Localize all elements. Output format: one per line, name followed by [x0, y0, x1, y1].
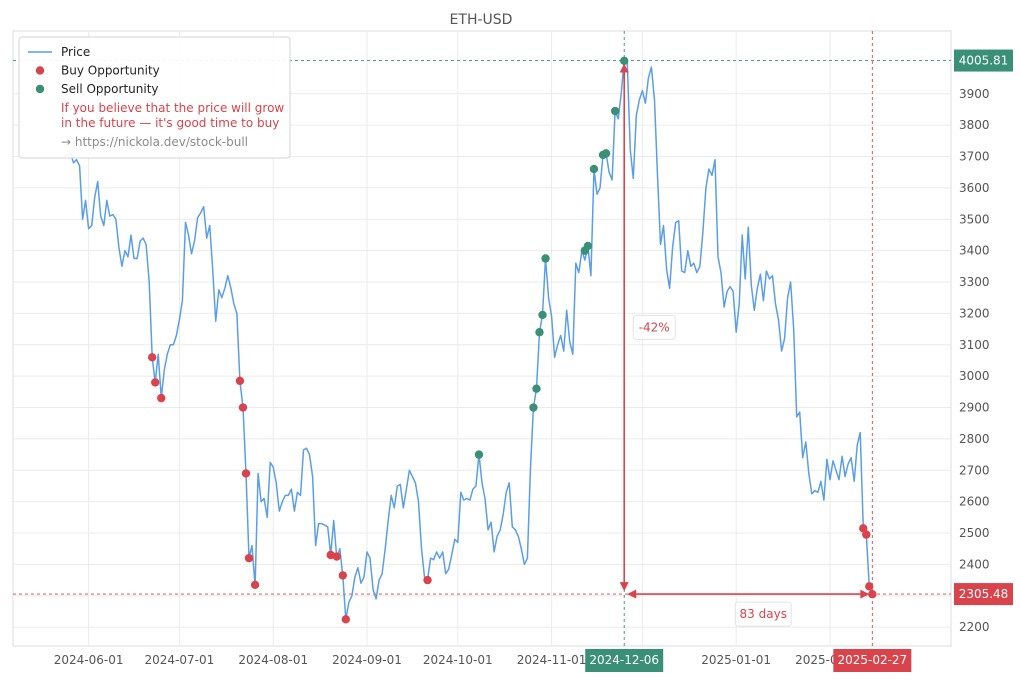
buy-marker — [338, 571, 348, 580]
y-tick-label: 3000 — [959, 369, 990, 383]
buy-marker — [238, 403, 248, 412]
x-tick-label: 2024-10-01 — [423, 653, 493, 667]
y-tick-label: 3800 — [959, 118, 990, 132]
buy-marker — [250, 580, 260, 590]
sell-marker — [610, 106, 620, 116]
y-tick-label: 2600 — [959, 495, 990, 509]
annotation-layer: -42% 83 days 4005.81 2305.48 2024-12-06 2025-… — [585, 49, 1013, 672]
price-line — [64, 60, 874, 621]
x-axis-ticks: 2024-06-01 2024-07-01 2024-08-01 2024-09-01… — [54, 653, 865, 667]
legend-link[interactable]: → https://nickola.dev/stock-bull — [61, 135, 248, 149]
max-date-badge-label: 2024-12-06 — [589, 653, 659, 667]
y-tick-label: 3100 — [959, 338, 990, 352]
y-tick-label: 3500 — [959, 212, 990, 226]
legend-entry-label: Price — [61, 45, 90, 59]
buy-marker — [147, 353, 157, 362]
drop-percent-label: -42% — [639, 320, 670, 334]
buy-marker — [151, 378, 160, 387]
days-box — [734, 601, 792, 627]
drop-percent-box — [632, 314, 676, 340]
y-tick-label: 3200 — [959, 306, 990, 320]
marker-layer — [147, 56, 877, 624]
chart-title: ETH-USD — [450, 12, 513, 28]
buy-marker — [868, 590, 877, 599]
y-tick-label: 2900 — [959, 401, 990, 415]
min-date-badge-label: 2025-02-27 — [837, 653, 907, 667]
buy-marker — [423, 575, 432, 585]
buy-marker — [244, 553, 254, 563]
y-axis-ticks: 2200230024002500260027002800290030003100… — [959, 87, 990, 634]
sell-marker — [535, 328, 544, 337]
y-tick-label: 3900 — [959, 87, 990, 101]
y-tick-label: 2700 — [959, 463, 990, 477]
buy-marker — [241, 469, 251, 478]
sell-marker — [589, 164, 599, 174]
max-price-badge — [954, 49, 1013, 72]
buy-marker — [865, 582, 874, 591]
buy-marker — [341, 615, 351, 624]
sell-marker — [532, 384, 541, 393]
y-tick-label: 3300 — [959, 275, 990, 289]
y-tick-label: 3700 — [959, 150, 990, 164]
y-tick-label: 3400 — [959, 244, 990, 258]
max-price-badge-label: 4005.81 — [959, 54, 1009, 68]
buy-marker — [862, 530, 871, 539]
x-tick-label: 2024-09-01 — [332, 653, 402, 667]
series-layer — [64, 60, 874, 621]
x-tick-label: 2024-11-01 — [517, 653, 587, 667]
y-tick-label: 3600 — [959, 181, 990, 195]
sell-marker — [529, 403, 538, 412]
legend-box — [18, 36, 291, 159]
legend-note-line: in the future — it's good time to buy — [61, 116, 279, 130]
x-tick-label: 2025-01-01 — [701, 653, 771, 667]
buy-marker — [332, 552, 341, 561]
x-tick-label: 2024-08-01 — [238, 653, 308, 667]
buy-marker — [235, 376, 245, 386]
legend: Price Buy Opportunity Sell Opportunity If y… — [18, 36, 291, 159]
drop-arrow-head-bottom — [619, 582, 629, 592]
min-date-badge — [833, 649, 912, 672]
sell-marker — [541, 254, 550, 263]
legend-marker-swatch — [35, 84, 45, 94]
sell-marker — [583, 241, 593, 251]
legend-entry-label: Sell Opportunity — [61, 82, 159, 96]
x-tick-label: 2024-07-01 — [145, 653, 215, 667]
buy-marker — [157, 393, 166, 403]
sell-marker — [601, 149, 611, 158]
days-label: 83 days — [740, 607, 787, 621]
days-arrow-head-right — [860, 589, 870, 599]
arrow-layer — [619, 63, 870, 599]
y-tick-label: 2400 — [959, 557, 990, 571]
y-tick-label: 2200 — [959, 620, 990, 634]
sell-marker — [620, 56, 629, 66]
min-price-badge — [954, 583, 1013, 606]
buy-marker — [859, 524, 868, 533]
drop-arrow-head-top — [619, 63, 629, 73]
max-date-badge — [585, 649, 664, 672]
sell-marker — [538, 310, 547, 320]
sell-marker — [474, 450, 484, 459]
y-tick-label: 2500 — [959, 526, 990, 540]
legend-marker-swatch — [35, 66, 45, 75]
x-tick-label: 2024-06-01 — [54, 653, 124, 667]
min-price-badge-label: 2305.48 — [959, 587, 1009, 601]
legend-entry-label: Buy Opportunity — [61, 64, 160, 78]
legend-note-line: If you believe that the price will grow — [61, 101, 284, 115]
days-arrow-head-left — [627, 589, 637, 599]
y-tick-label: 2800 — [959, 432, 990, 446]
